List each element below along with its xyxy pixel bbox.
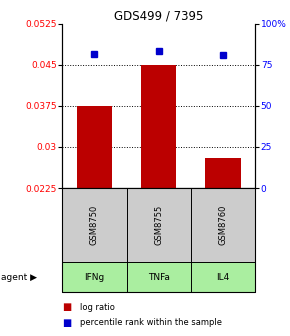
Text: log ratio: log ratio [80,303,115,312]
Text: ■: ■ [62,302,72,312]
Text: agent ▶: agent ▶ [1,273,37,282]
Text: TNFa: TNFa [148,273,170,282]
Title: GDS499 / 7395: GDS499 / 7395 [114,9,204,23]
Text: ■: ■ [62,318,72,328]
Bar [141,65,176,188]
Text: IFNg: IFNg [84,273,105,282]
Text: GSM8755: GSM8755 [154,205,163,245]
Bar [205,158,241,188]
Text: IL4: IL4 [216,273,230,282]
Bar [77,106,112,188]
Text: GSM8760: GSM8760 [219,205,228,245]
Text: percentile rank within the sample: percentile rank within the sample [80,318,222,327]
Text: GSM8750: GSM8750 [90,205,99,245]
